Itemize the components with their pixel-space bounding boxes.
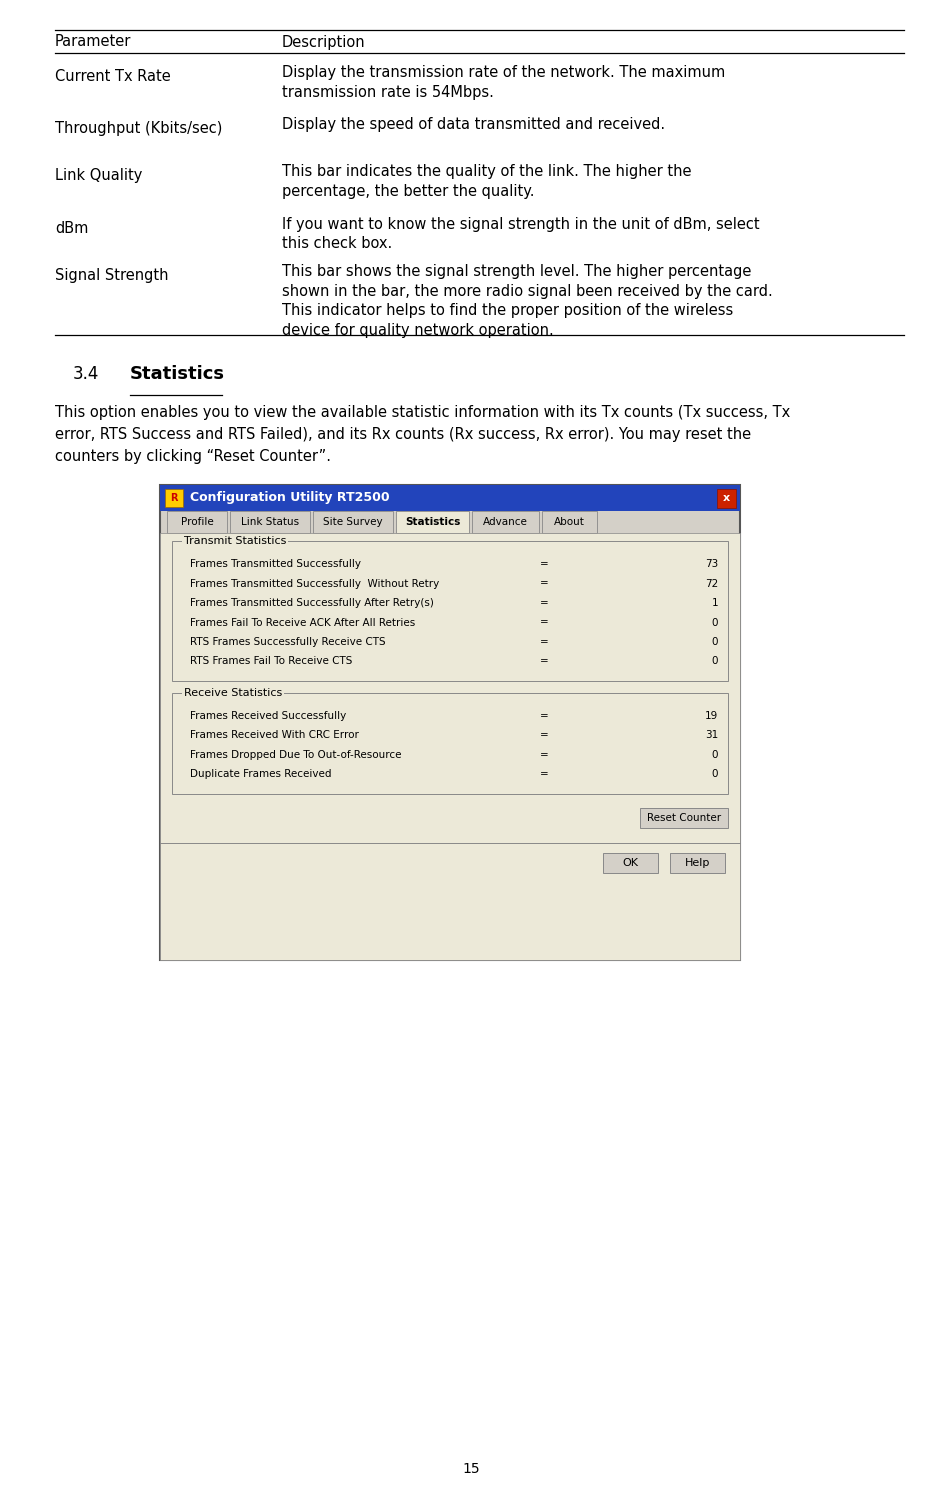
Text: Frames Fail To Receive ACK After All Retries: Frames Fail To Receive ACK After All Ret…: [190, 617, 415, 628]
Text: R: R: [171, 493, 178, 502]
Text: 0: 0: [711, 770, 718, 779]
Bar: [313, 511, 393, 534]
Text: Frames Transmitted Successfully  Without Retry: Frames Transmitted Successfully Without …: [190, 579, 439, 589]
Text: Receive Statistics: Receive Statistics: [184, 688, 283, 698]
Text: =: =: [540, 637, 549, 647]
Text: This bar shows the signal strength level. The higher percentage: This bar shows the signal strength level…: [282, 265, 752, 280]
Text: 73: 73: [705, 559, 718, 570]
Text: =: =: [540, 579, 549, 589]
Text: Display the speed of data transmitted and received.: Display the speed of data transmitted an…: [282, 117, 665, 132]
Text: 72: 72: [705, 579, 718, 589]
Text: If you want to know the signal strength in the unit of dBm, select: If you want to know the signal strength …: [282, 217, 759, 232]
Bar: [640, 807, 728, 828]
Text: dBm: dBm: [55, 221, 89, 236]
Text: Current Tx Rate: Current Tx Rate: [55, 69, 171, 84]
Text: Signal Strength: Signal Strength: [55, 268, 169, 283]
Text: Statistics: Statistics: [130, 365, 225, 383]
Bar: [172, 694, 728, 794]
Text: 3.4: 3.4: [73, 365, 99, 383]
Text: Reset Counter: Reset Counter: [647, 813, 721, 824]
Text: x: x: [723, 493, 730, 502]
Text: Display the transmission rate of the network. The maximum: Display the transmission rate of the net…: [282, 64, 725, 81]
Text: Transmit Statistics: Transmit Statistics: [184, 537, 286, 546]
Text: This option enables you to view the available statistic information with its Tx : This option enables you to view the avai…: [55, 405, 790, 420]
Text: Profile: Profile: [181, 517, 214, 528]
Text: About: About: [554, 517, 585, 528]
Text: 15: 15: [463, 1462, 479, 1476]
Text: 0: 0: [711, 637, 718, 647]
Text: error, RTS Success and RTS Failed), and its Rx counts (Rx success, Rx error). Yo: error, RTS Success and RTS Failed), and …: [55, 428, 751, 443]
Text: 31: 31: [705, 731, 718, 740]
Text: 1: 1: [711, 598, 718, 608]
Text: RTS Frames Fail To Receive CTS: RTS Frames Fail To Receive CTS: [190, 656, 352, 667]
Bar: [396, 511, 469, 534]
Text: Frames Dropped Due To Out-of-Resource: Frames Dropped Due To Out-of-Resource: [190, 750, 401, 759]
Text: Site Survey: Site Survey: [323, 517, 382, 528]
Bar: [167, 511, 227, 534]
Text: 19: 19: [705, 712, 718, 721]
Text: Configuration Utility RT2500: Configuration Utility RT2500: [190, 490, 390, 504]
Text: Link Status: Link Status: [241, 517, 299, 528]
Text: OK: OK: [623, 858, 639, 869]
Text: Frames Received Successfully: Frames Received Successfully: [190, 712, 347, 721]
Text: =: =: [540, 770, 549, 779]
Text: Link Quality: Link Quality: [55, 167, 142, 182]
Text: Throughput (Kbits/sec): Throughput (Kbits/sec): [55, 121, 222, 136]
Text: Description: Description: [282, 34, 365, 49]
Bar: [165, 489, 183, 507]
Text: 0: 0: [711, 617, 718, 628]
Bar: [603, 854, 658, 873]
Text: counters by clicking “Reset Counter”.: counters by clicking “Reset Counter”.: [55, 448, 331, 463]
Text: =: =: [540, 750, 549, 759]
Text: RTS Frames Successfully Receive CTS: RTS Frames Successfully Receive CTS: [190, 637, 385, 647]
Bar: [472, 511, 539, 534]
Text: =: =: [540, 731, 549, 740]
Bar: [172, 541, 728, 682]
Bar: [717, 489, 736, 507]
Text: 0: 0: [711, 750, 718, 759]
Text: Frames Transmitted Successfully: Frames Transmitted Successfully: [190, 559, 361, 570]
Bar: [160, 484, 740, 511]
Text: Parameter: Parameter: [55, 34, 131, 49]
Text: =: =: [540, 656, 549, 667]
Text: This bar indicates the quality of the link. The higher the: This bar indicates the quality of the li…: [282, 164, 691, 179]
Text: this check box.: this check box.: [282, 236, 392, 251]
Bar: [670, 854, 725, 873]
Text: This indicator helps to find the proper position of the wireless: This indicator helps to find the proper …: [282, 303, 733, 318]
Text: Help: Help: [685, 858, 710, 869]
Text: =: =: [540, 617, 549, 628]
Text: percentage, the better the quality.: percentage, the better the quality.: [282, 184, 534, 199]
Text: Frames Transmitted Successfully After Retry(s): Frames Transmitted Successfully After Re…: [190, 598, 434, 608]
Text: Duplicate Frames Received: Duplicate Frames Received: [190, 770, 332, 779]
Text: =: =: [540, 598, 549, 608]
Bar: [542, 511, 597, 534]
Bar: [160, 484, 740, 960]
Text: Advance: Advance: [483, 517, 528, 528]
Bar: [160, 534, 740, 960]
Text: Statistics: Statistics: [405, 517, 461, 528]
Text: transmission rate is 54Mbps.: transmission rate is 54Mbps.: [282, 85, 494, 100]
Text: =: =: [540, 712, 549, 721]
Bar: [230, 511, 310, 534]
Text: 0: 0: [711, 656, 718, 667]
Text: shown in the bar, the more radio signal been received by the card.: shown in the bar, the more radio signal …: [282, 284, 772, 299]
Text: device for quality network operation.: device for quality network operation.: [282, 323, 554, 338]
Text: =: =: [540, 559, 549, 570]
Text: Frames Received With CRC Error: Frames Received With CRC Error: [190, 731, 359, 740]
